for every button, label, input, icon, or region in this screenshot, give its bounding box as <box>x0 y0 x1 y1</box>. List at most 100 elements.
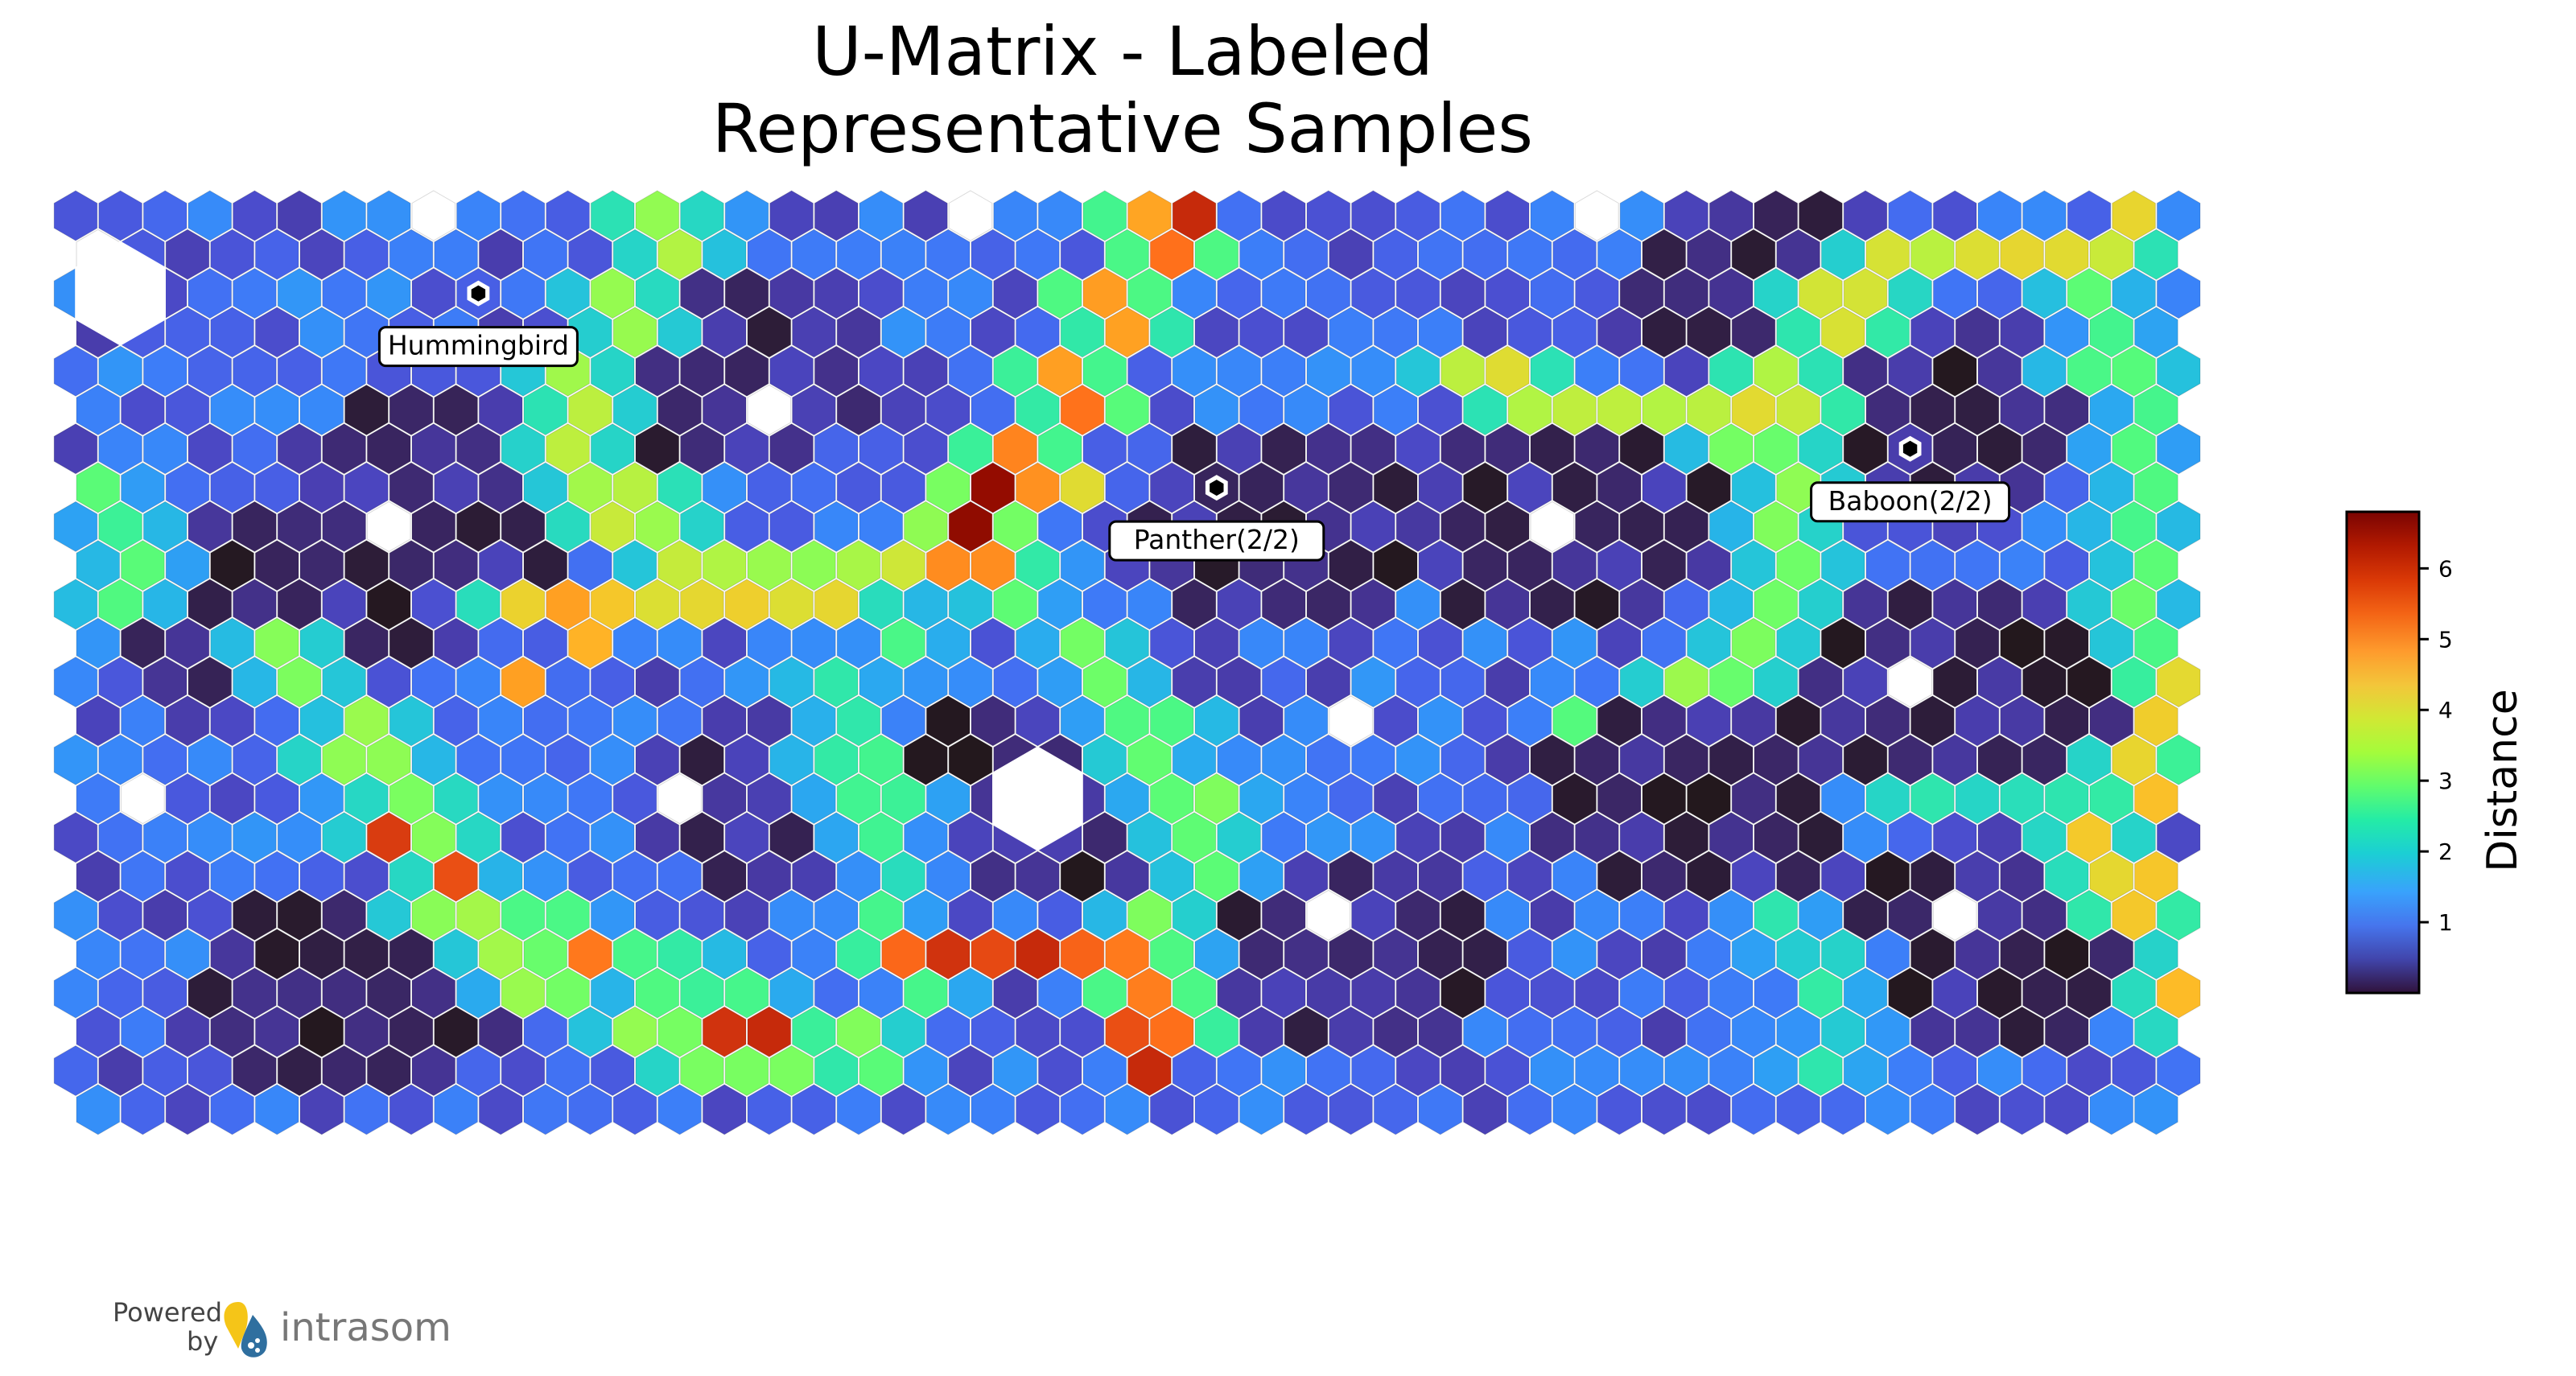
hex-cell <box>1418 540 1463 591</box>
hex-cell <box>1373 772 1418 825</box>
hex-cell <box>2044 1084 2089 1135</box>
hex-cell <box>657 851 702 902</box>
hex-cell <box>635 268 680 319</box>
hex-cell <box>635 889 680 941</box>
hex-cell <box>724 967 769 1019</box>
hex-cell <box>389 462 434 513</box>
hex-cell <box>1708 734 1754 785</box>
hex-cell <box>1664 579 1708 630</box>
hex-cell <box>299 617 344 669</box>
hex-cell <box>1776 1006 1820 1057</box>
hex-cell <box>254 1084 299 1135</box>
hex-cell <box>2089 1084 2134 1135</box>
hex-cell <box>1597 617 1642 669</box>
hex-cell <box>1799 423 1843 475</box>
hex-cell <box>1530 190 1575 241</box>
hex-cell <box>836 695 881 747</box>
hex-cell <box>1552 851 1597 902</box>
hex-cell <box>1955 617 2000 669</box>
hex-cell <box>1776 695 1820 747</box>
hex-cell <box>568 540 612 591</box>
hex-cell <box>1284 462 1329 513</box>
hex-cell <box>1105 695 1149 747</box>
hex-cell <box>1820 772 1865 825</box>
hex-cell <box>546 268 590 319</box>
hex-cell <box>1888 734 1932 785</box>
hex-cell <box>881 462 925 513</box>
hex-cell <box>478 617 523 669</box>
colorbar-gradient <box>2345 510 2421 995</box>
hex-cell <box>1932 423 1977 475</box>
hex-cell <box>1463 307 1507 358</box>
hex-cell <box>971 1084 1016 1135</box>
hex-cell <box>1799 967 1843 1019</box>
hex-cell <box>948 889 993 941</box>
hex-cell <box>1037 579 1082 630</box>
hex-cell <box>1754 812 1799 863</box>
hex-cell <box>478 384 523 436</box>
hex-cell <box>1284 617 1329 669</box>
hex-cell <box>635 423 680 475</box>
hex-cell <box>1306 579 1351 630</box>
hex-cell <box>971 229 1016 280</box>
hex-cell <box>1217 190 1261 241</box>
hex-cell <box>1820 929 1865 980</box>
hex-cell <box>344 540 389 591</box>
hex-cell <box>233 501 277 552</box>
hex-cell <box>1664 501 1708 552</box>
hex-cell <box>769 501 814 552</box>
hex-cell <box>1194 851 1239 902</box>
hex-cell <box>2112 657 2156 708</box>
hex-cell <box>411 734 456 785</box>
hex-cell <box>1127 190 1172 241</box>
hex-cell <box>188 889 233 941</box>
hex-cell <box>165 851 210 902</box>
hex-cell <box>925 772 971 825</box>
hex-cell <box>1037 967 1082 1019</box>
hex-cell <box>1799 657 1843 708</box>
hex-cell <box>1440 268 1485 319</box>
hex-cell <box>2022 579 2067 630</box>
hex-cell <box>1149 1006 1194 1057</box>
hex-cell <box>165 462 210 513</box>
hex-cell <box>1105 617 1149 669</box>
hex-cell <box>1016 540 1060 591</box>
hex-cell <box>925 229 971 280</box>
hex-cell <box>1239 1006 1284 1057</box>
hex-cell <box>76 929 121 980</box>
hex-cell <box>724 345 769 397</box>
hex-cell <box>188 967 233 1019</box>
hex-cell <box>121 929 165 980</box>
hex-cell <box>1619 423 1664 475</box>
hex-cell <box>98 423 142 475</box>
hex-cell <box>657 540 702 591</box>
hex-cell <box>1373 851 1418 902</box>
hex-cell <box>233 345 277 397</box>
hex-cell <box>1731 772 1776 825</box>
hex-cell <box>568 384 612 436</box>
hex-cell <box>233 812 277 863</box>
hex-cell <box>322 423 366 475</box>
hex-cell <box>1575 1045 1619 1097</box>
hex-cell <box>1329 307 1373 358</box>
hex-cell <box>411 579 456 630</box>
hex-cell <box>1977 734 2022 785</box>
hex-cell <box>568 462 612 513</box>
hex-cell <box>1463 540 1507 591</box>
hex-cell <box>1284 1006 1329 1057</box>
hex-cell <box>948 967 993 1019</box>
hex-cell <box>680 268 724 319</box>
hex-cell <box>612 384 657 436</box>
hex-cell <box>1082 889 1127 941</box>
hex-cell <box>680 345 724 397</box>
hex-cell <box>2067 657 2112 708</box>
hex-cell <box>1194 772 1239 825</box>
hex-cell <box>702 1006 747 1057</box>
hex-cell <box>993 345 1037 397</box>
hex-cell <box>98 889 142 941</box>
hex-cell <box>836 851 881 902</box>
hex-cell <box>724 579 769 630</box>
hex-cell <box>635 1045 680 1097</box>
hex-cell <box>1306 812 1351 863</box>
